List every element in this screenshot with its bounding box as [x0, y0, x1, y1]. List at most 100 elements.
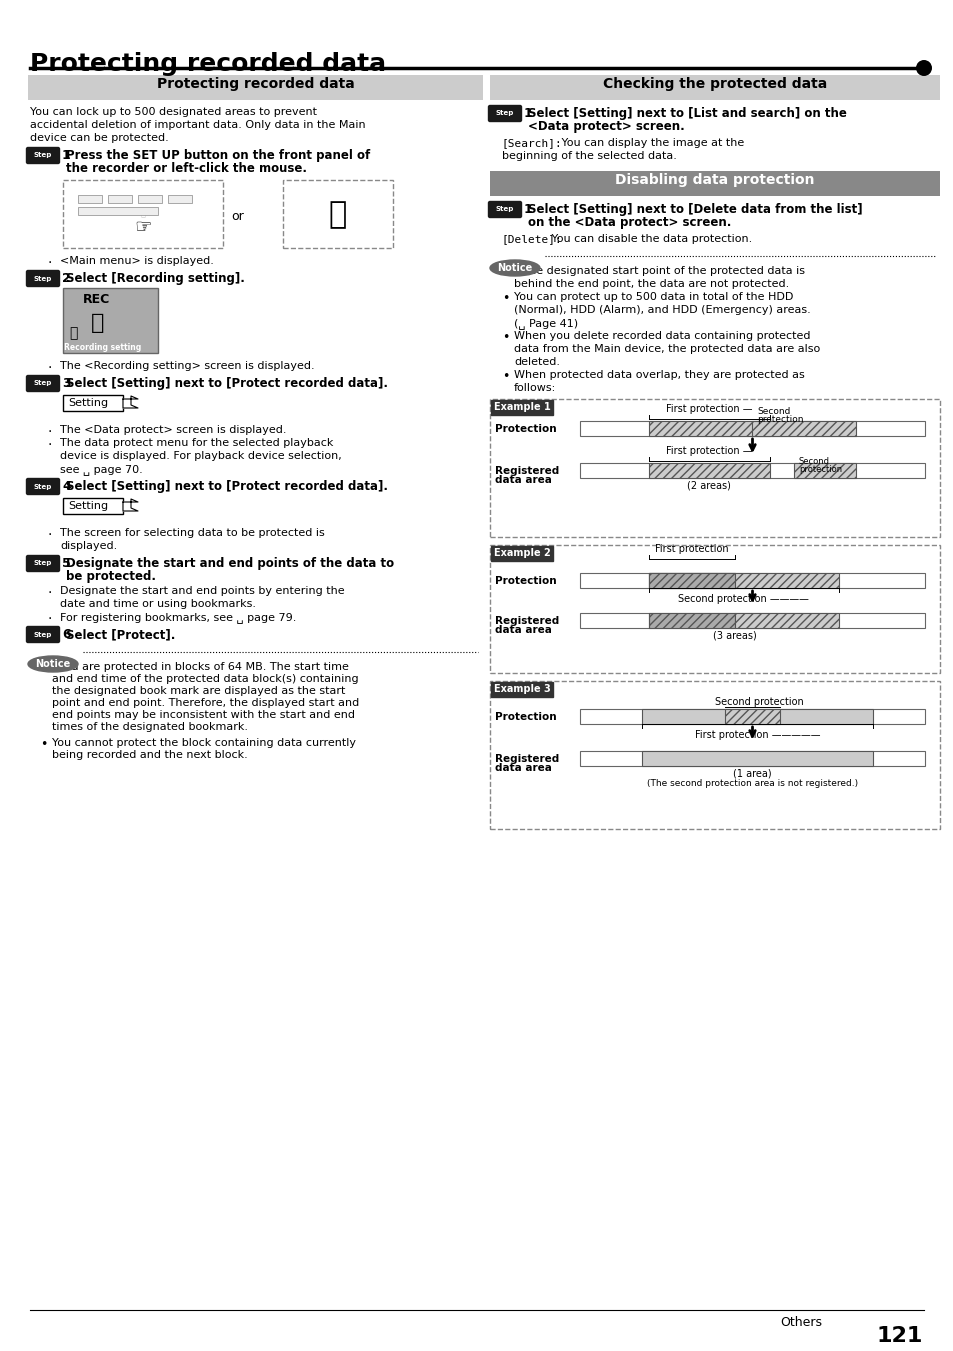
Text: ·: · [48, 586, 52, 600]
Text: the recorder or left-click the mouse.: the recorder or left-click the mouse. [66, 162, 307, 176]
Text: You can display the image at the: You can display the image at the [558, 138, 743, 149]
Text: The <Recording setting> screen is displayed.: The <Recording setting> screen is displa… [60, 361, 314, 372]
Text: Step: Step [496, 207, 514, 212]
Text: For registering bookmarks, see ␣ page 79.: For registering bookmarks, see ␣ page 79… [60, 612, 296, 623]
Text: Second protection: Second protection [715, 697, 803, 707]
Text: being recorded and the next block.: being recorded and the next block. [52, 750, 248, 761]
Bar [648, 573, 838, 588]
Text: •: • [501, 292, 509, 305]
Text: 2: 2 [62, 272, 71, 285]
Bar [138, 195, 162, 203]
Text: Select [Setting] next to [Protect recorded data].: Select [Setting] next to [Protect record… [66, 377, 388, 390]
Text: Others: Others [780, 1316, 821, 1329]
Text: Setting: Setting [68, 399, 108, 408]
Bar [491, 546, 553, 561]
Bar [63, 394, 123, 411]
Text: ·: · [48, 361, 52, 376]
Bar [63, 499, 123, 513]
Text: Second protection ————: Second protection ———— [678, 594, 808, 604]
Text: 4: 4 [62, 480, 71, 493]
Text: Disabling data protection: Disabling data protection [615, 173, 814, 186]
Bar [491, 400, 553, 415]
Text: The screen for selecting data to be protected is: The screen for selecting data to be prot… [60, 528, 324, 538]
Text: Example 3: Example 3 [494, 684, 550, 694]
Text: data area: data area [495, 626, 551, 635]
Text: When you delete recorded data containing protected: When you delete recorded data containing… [514, 331, 810, 340]
Bar [490, 172, 939, 196]
Bar [168, 195, 192, 203]
Bar [108, 195, 132, 203]
Bar [490, 681, 939, 830]
Bar [491, 682, 553, 697]
Text: ⬛: ⬛ [140, 209, 146, 219]
Text: device is displayed. For playback device selection,: device is displayed. For playback device… [60, 451, 341, 461]
Text: Example 2: Example 2 [494, 549, 550, 558]
Bar [78, 195, 102, 203]
Bar [641, 709, 872, 724]
Bar [648, 573, 735, 588]
Text: Checking the protected data: Checking the protected data [602, 77, 826, 91]
Text: protection: protection [798, 465, 841, 474]
Text: Second: Second [757, 407, 790, 416]
Bar [63, 180, 223, 249]
FancyBboxPatch shape [27, 555, 59, 571]
Text: protection: protection [757, 415, 803, 424]
Text: First protection —: First protection — [665, 404, 752, 413]
Text: Designate the start and end points by entering the: Designate the start and end points by en… [60, 586, 344, 596]
Bar [579, 573, 924, 588]
Bar [641, 751, 872, 766]
Text: deleted.: deleted. [514, 357, 559, 367]
Text: (3 areas): (3 areas) [713, 631, 757, 640]
Polygon shape [123, 396, 138, 408]
Text: Select [Recording setting].: Select [Recording setting]. [66, 272, 245, 285]
Text: You cannot protect the block containing data currently: You cannot protect the block containing … [52, 738, 355, 748]
Bar [78, 207, 158, 215]
Text: •: • [501, 370, 509, 382]
Text: device can be protected.: device can be protected. [30, 132, 169, 143]
Text: ·: · [48, 426, 52, 439]
Text: First protection —————: First protection ————— [694, 730, 820, 740]
Bar [724, 709, 780, 724]
Text: Step: Step [33, 153, 52, 158]
Text: (2 areas): (2 areas) [687, 481, 731, 490]
Text: accidental deletion of important data. Only data in the Main: accidental deletion of important data. O… [30, 120, 365, 130]
Text: You can disable the data protection.: You can disable the data protection. [547, 234, 752, 245]
Circle shape [915, 59, 931, 76]
Text: Recording setting: Recording setting [64, 343, 141, 353]
FancyBboxPatch shape [488, 105, 521, 122]
Text: date and time or using bookmarks.: date and time or using bookmarks. [60, 598, 255, 609]
Text: on the <Data protect> screen.: on the <Data protect> screen. [527, 216, 731, 230]
Text: First protection: First protection [655, 544, 728, 554]
Text: or: or [232, 209, 244, 223]
Text: Registered: Registered [495, 754, 558, 765]
Text: Designate the start and end points of the data to: Designate the start and end points of th… [66, 557, 394, 570]
Text: and end time of the protected data block(s) containing: and end time of the protected data block… [52, 674, 358, 684]
Text: •: • [40, 738, 48, 751]
Text: Protection: Protection [495, 712, 556, 721]
Text: data area: data area [495, 476, 551, 485]
Text: Protection: Protection [495, 424, 556, 434]
Bar [579, 751, 924, 766]
Text: •: • [501, 331, 509, 345]
Text: times of the designated bookmark.: times of the designated bookmark. [52, 721, 248, 732]
Text: 121: 121 [876, 1325, 923, 1346]
Text: Step: Step [33, 631, 52, 638]
Text: 6: 6 [62, 628, 71, 640]
Bar [579, 709, 924, 724]
Text: You can protect up to 500 data in total of the HDD: You can protect up to 500 data in total … [514, 292, 793, 303]
Bar [648, 573, 735, 588]
Ellipse shape [28, 657, 78, 671]
Text: behind the end point, the data are not protected.: behind the end point, the data are not p… [514, 280, 788, 289]
FancyBboxPatch shape [27, 627, 59, 643]
FancyBboxPatch shape [27, 376, 59, 392]
Bar [793, 463, 855, 478]
Text: Select [Setting] next to [Protect recorded data].: Select [Setting] next to [Protect record… [66, 480, 388, 493]
Text: [Search]:: [Search]: [501, 138, 562, 149]
Text: ·: · [48, 528, 52, 542]
Text: end points may be inconsistent with the start and end: end points may be inconsistent with the … [52, 711, 355, 720]
Ellipse shape [490, 259, 539, 276]
Text: ·: · [48, 612, 52, 626]
Text: 🖱: 🖱 [329, 200, 347, 230]
Text: (␣ Page 41): (␣ Page 41) [514, 317, 578, 328]
Text: Select [Setting] next to [List and search] on the: Select [Setting] next to [List and searc… [527, 107, 846, 120]
